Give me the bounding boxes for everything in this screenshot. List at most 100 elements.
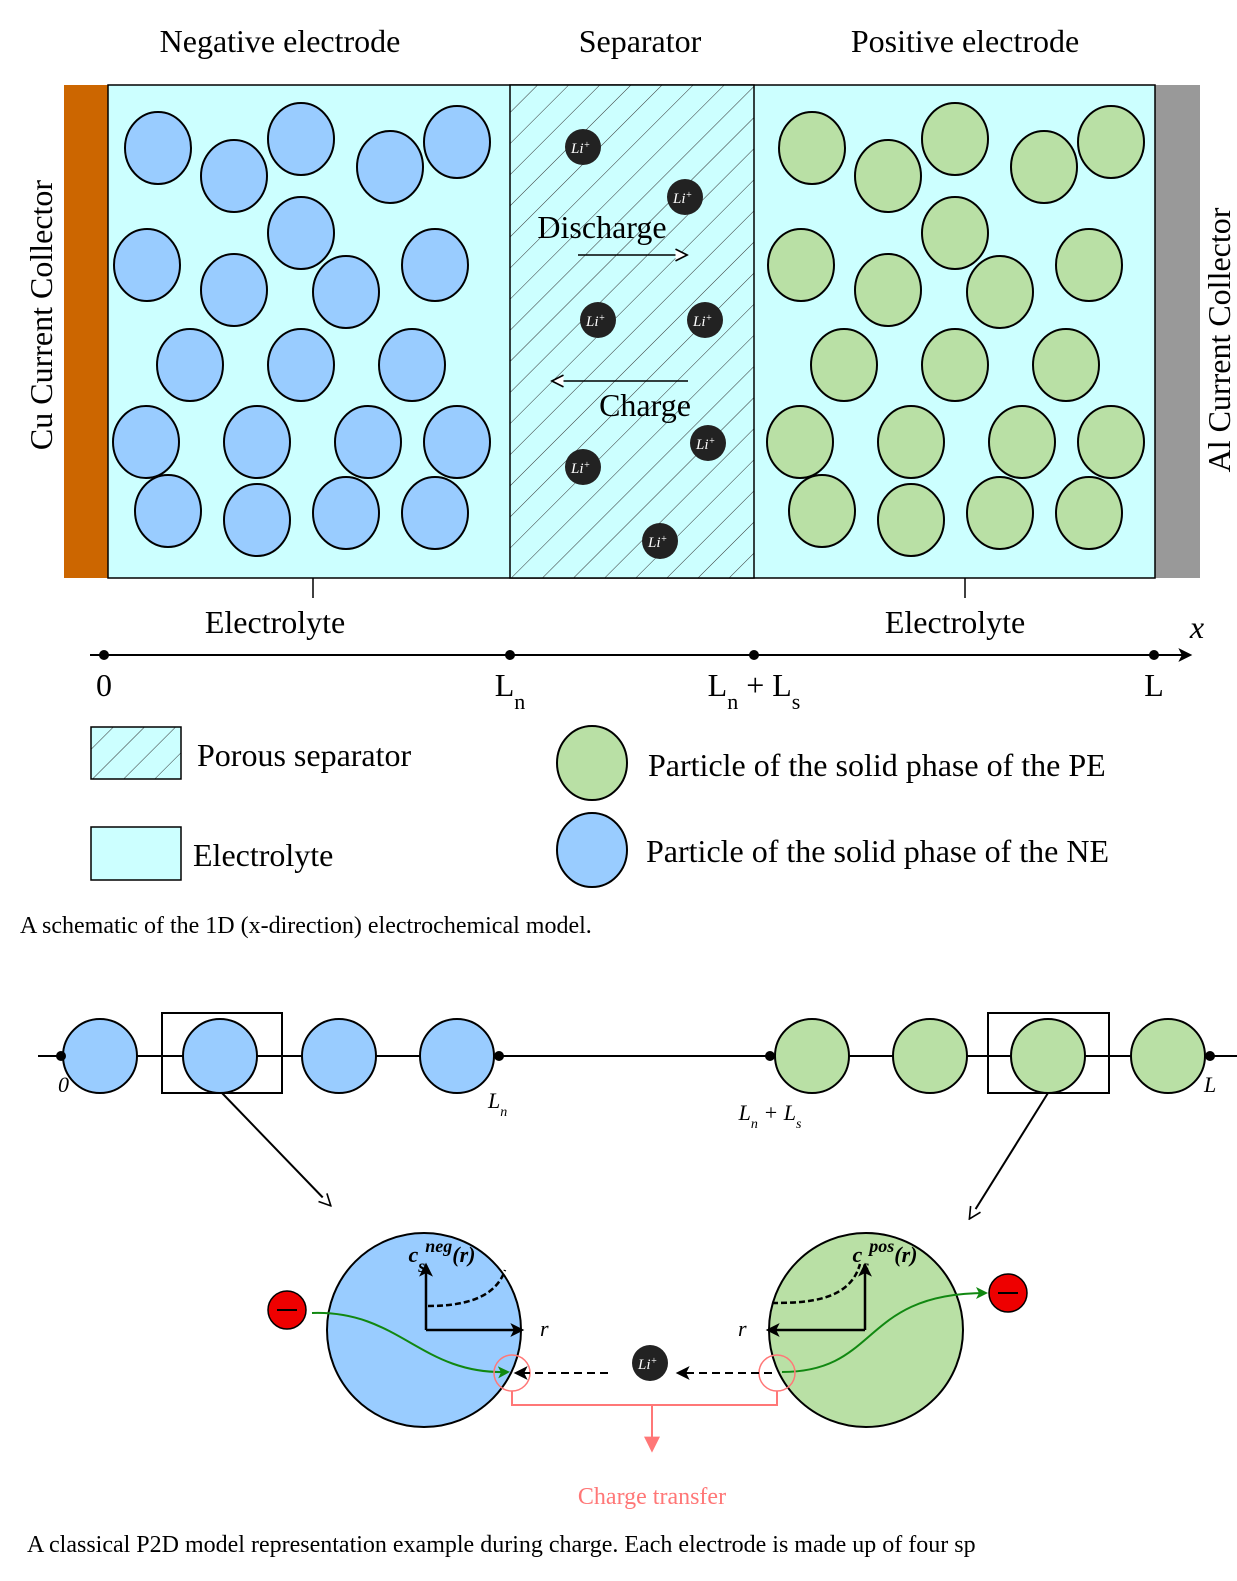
pe-particle: [1077, 105, 1145, 179]
legend-label: Porous separator: [197, 737, 412, 773]
pe-particle: [774, 1018, 850, 1094]
text-part: s: [417, 1256, 425, 1276]
text-part: n: [727, 689, 738, 714]
zoom-arrow: [970, 1092, 1049, 1218]
ne-particle: [182, 1018, 258, 1094]
pe-particle: [877, 405, 945, 479]
text-part: neg: [425, 1236, 452, 1256]
axis-label: Ln + Ls: [708, 667, 801, 714]
electron-path: [781, 1287, 988, 1373]
ne-particle: [113, 228, 181, 302]
ne-particle: [124, 111, 192, 185]
text-part: s: [861, 1256, 869, 1276]
legend-label: Particle of the solid phase of the PE: [648, 747, 1106, 783]
zoom-arrow: [221, 1092, 330, 1205]
pe-particle: [966, 476, 1034, 550]
ne-particle: [423, 405, 491, 479]
pe-particle: [921, 102, 989, 176]
pe-particle: [892, 1018, 968, 1094]
pe-particle: [767, 228, 835, 302]
legend-pe: [556, 725, 628, 801]
pe-particle: [1055, 476, 1123, 550]
legend-ne: [556, 812, 628, 888]
li-label: Li+: [637, 1356, 657, 1374]
axis-point: [1205, 1051, 1215, 1061]
text-part: pos: [867, 1236, 894, 1256]
ne-particle: [223, 405, 291, 479]
text-part: L: [487, 1088, 500, 1113]
text-part: +: [706, 313, 713, 324]
li-ion: [632, 1345, 668, 1381]
li-ion: [580, 302, 616, 338]
ne-particle: [134, 474, 202, 548]
axis-label: L: [1203, 1072, 1216, 1097]
pe-particle: [1010, 1018, 1086, 1094]
ne-particle: [312, 476, 380, 550]
legend-hatch: [90, 726, 182, 780]
collector-label: Al Current Collector: [1201, 207, 1237, 472]
ne-particle: [267, 328, 335, 402]
charge-transfer: Charge transfer: [578, 1484, 726, 1510]
pe-particle: [766, 405, 834, 479]
li-label: Li+: [570, 460, 590, 478]
pe-particle: [966, 255, 1034, 329]
li-label: Li+: [647, 534, 667, 552]
text-part: n: [514, 689, 525, 714]
li-label: Li+: [585, 313, 605, 331]
li-label: Li+: [692, 313, 712, 331]
text-part: + L: [758, 1100, 796, 1125]
pe-particle: [921, 328, 989, 402]
conc-label: csneg(r): [409, 1236, 476, 1276]
caption: A schematic of the 1D (x-direction) elec…: [20, 913, 592, 939]
charge-label: Charge: [599, 387, 691, 423]
pe-particle: [778, 111, 846, 185]
transfer-bracket: [511, 1391, 778, 1406]
text-part: 0: [58, 1072, 69, 1097]
axis-point: [1149, 650, 1159, 660]
text-part: L: [738, 1100, 751, 1125]
pe-particle: [854, 253, 922, 327]
axis-label: Ln: [495, 667, 526, 714]
legend-label: Particle of the solid phase of the NE: [646, 833, 1109, 869]
text-part: (r): [894, 1242, 917, 1267]
region-title: Separator: [579, 23, 702, 59]
axis-label: 0: [58, 1072, 69, 1097]
conc-label: cspos(r): [852, 1236, 917, 1276]
pe-particle: [988, 405, 1056, 479]
text-part: L: [495, 667, 515, 703]
region-title: Negative electrode: [160, 23, 401, 59]
conc-profile: [427, 1269, 507, 1308]
pe-particle: [788, 474, 856, 548]
text-part: +: [709, 436, 716, 447]
pe-particle: [1130, 1018, 1206, 1094]
pe-particle: [854, 139, 922, 213]
electron-path: [311, 1311, 510, 1379]
li-ion: [565, 129, 601, 165]
text-part: n: [500, 1105, 507, 1120]
radius-label: r: [738, 1316, 747, 1341]
text-part: +: [661, 534, 668, 545]
ne-particle: [419, 1018, 495, 1094]
ne-particle: [334, 405, 402, 479]
text-part: Li: [637, 1357, 651, 1373]
ne-particle: [267, 196, 335, 270]
li-label: Li+: [672, 190, 692, 208]
conc-profile: [771, 1263, 862, 1305]
axis-point: [494, 1051, 504, 1061]
ne-particle: [200, 253, 268, 327]
ne-particle: [423, 105, 491, 179]
ne-particle: [378, 328, 446, 402]
pe-particle: [877, 483, 945, 557]
electrolyte-label: Electrolyte: [885, 604, 1025, 640]
ne-particle: [356, 130, 424, 204]
text-part: Li: [570, 461, 584, 477]
text-part: L: [1203, 1072, 1216, 1097]
text-part: s: [792, 689, 801, 714]
text-part: Li: [647, 535, 661, 551]
caption: A classical P2D model representation exa…: [27, 1532, 976, 1558]
li-ion: [690, 425, 726, 461]
text-part: L: [708, 667, 728, 703]
li-ion: [667, 179, 703, 215]
ne-particle: [267, 102, 335, 176]
ne-particle: [223, 483, 291, 557]
